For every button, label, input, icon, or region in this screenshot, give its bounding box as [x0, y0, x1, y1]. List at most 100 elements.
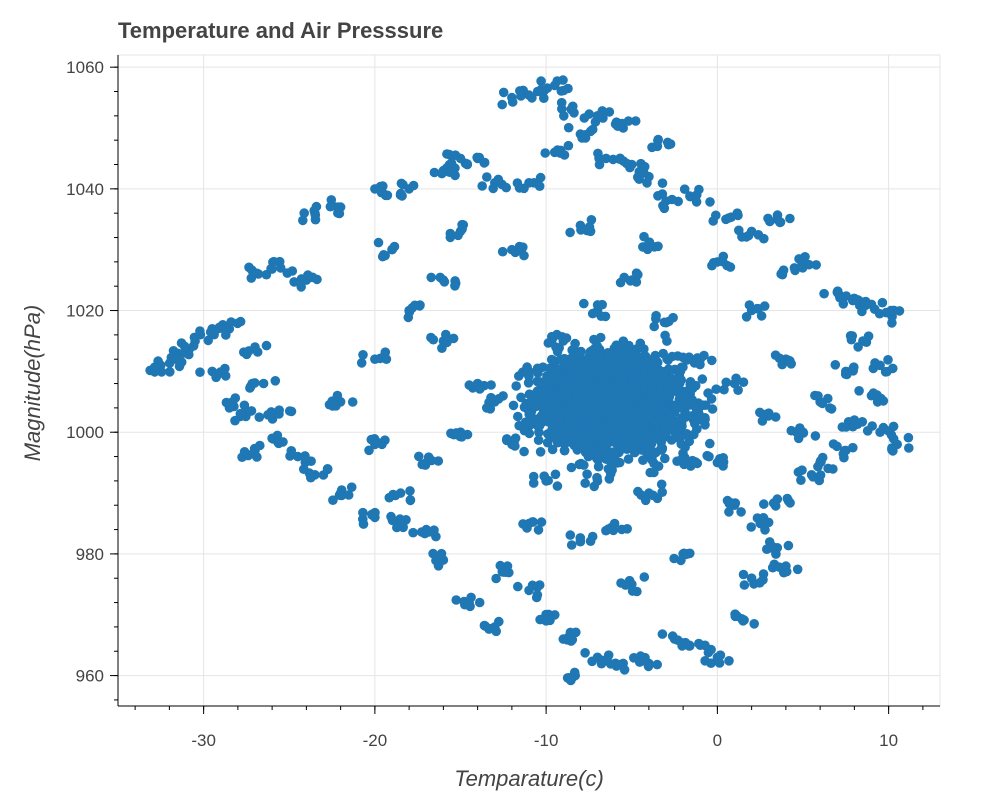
data-point	[437, 343, 447, 354]
data-point	[707, 404, 718, 414]
data-point	[574, 347, 584, 357]
data-point	[783, 540, 794, 551]
data-point	[524, 409, 534, 420]
data-point	[285, 451, 295, 461]
data-point	[848, 442, 858, 453]
data-point	[616, 374, 627, 384]
data-point	[299, 208, 310, 218]
data-point	[604, 107, 615, 117]
data-point	[346, 482, 357, 493]
data-point	[718, 453, 728, 463]
grid-lines	[117, 54, 941, 707]
data-point	[598, 656, 609, 666]
data-point	[687, 395, 697, 405]
data-point	[734, 225, 744, 236]
data-point	[176, 338, 187, 348]
data-point	[431, 555, 441, 566]
data-point	[502, 434, 512, 444]
x-tick-label: 10	[879, 731, 898, 750]
data-point	[289, 277, 299, 287]
data-point	[485, 623, 495, 634]
data-point	[552, 405, 562, 416]
data-point	[552, 76, 562, 86]
data-point	[689, 429, 699, 440]
data-point	[429, 525, 439, 535]
data-point	[336, 490, 347, 501]
data-point	[838, 299, 849, 309]
data-point	[451, 595, 462, 605]
data-point	[284, 406, 295, 416]
data-point	[623, 397, 633, 408]
data-point	[731, 375, 741, 386]
data-point	[708, 257, 719, 268]
data-point	[563, 403, 573, 413]
data-point	[685, 382, 696, 393]
data-point	[715, 650, 726, 660]
data-point	[498, 87, 509, 98]
data-point	[312, 274, 322, 285]
data-point	[790, 265, 800, 276]
data-point	[738, 569, 749, 580]
chart-title: Temperature and Air Presssure	[118, 18, 444, 43]
y-tick-label: 1040	[66, 180, 104, 199]
data-point	[524, 398, 535, 408]
data-point	[678, 362, 688, 372]
data-point	[694, 409, 704, 419]
data-point	[685, 191, 696, 202]
data-point	[364, 445, 374, 456]
data-point	[682, 355, 692, 365]
data-point	[373, 237, 384, 248]
data-point	[842, 369, 852, 380]
y-tick-label: 980	[76, 545, 104, 564]
data-point	[618, 336, 629, 347]
data-point	[528, 471, 539, 482]
data-point	[403, 312, 414, 323]
x-axis-label: Temparature(c)	[454, 766, 604, 791]
data-point	[287, 266, 298, 276]
data-point	[708, 216, 718, 226]
data-point	[640, 382, 650, 393]
data-point	[828, 439, 839, 449]
data-point	[188, 341, 199, 351]
data-point	[511, 381, 521, 391]
data-point	[768, 498, 779, 508]
data-point	[572, 391, 582, 401]
data-point	[584, 374, 594, 384]
data-point	[623, 116, 634, 126]
data-point	[536, 517, 547, 527]
data-point	[392, 522, 402, 533]
data-point	[414, 451, 424, 462]
data-point	[659, 374, 670, 384]
data-point	[429, 167, 440, 178]
data-point	[732, 611, 742, 621]
data-point	[854, 386, 864, 396]
data-point	[860, 300, 871, 311]
data-point	[395, 188, 406, 199]
data-point	[331, 401, 341, 411]
data-point	[697, 374, 708, 384]
data-point	[694, 638, 704, 649]
data-point	[604, 418, 614, 429]
data-point	[495, 560, 506, 571]
data-point	[512, 178, 523, 188]
data-point	[375, 181, 386, 192]
data-point	[266, 407, 277, 417]
data-point	[857, 417, 868, 427]
data-point	[594, 431, 605, 441]
data-point	[604, 474, 615, 484]
data-point	[526, 390, 536, 400]
data-point	[698, 400, 709, 411]
data-point	[482, 172, 492, 182]
data-point	[623, 454, 634, 464]
data-point	[553, 374, 563, 384]
data-point	[738, 377, 749, 388]
data-point	[395, 514, 405, 524]
data-point	[436, 548, 447, 559]
data-point	[883, 355, 893, 365]
data-point	[535, 378, 546, 389]
data-point	[677, 641, 687, 651]
data-point	[815, 470, 826, 480]
data-point	[540, 148, 550, 158]
data-point	[647, 142, 657, 153]
data-point	[630, 392, 640, 403]
